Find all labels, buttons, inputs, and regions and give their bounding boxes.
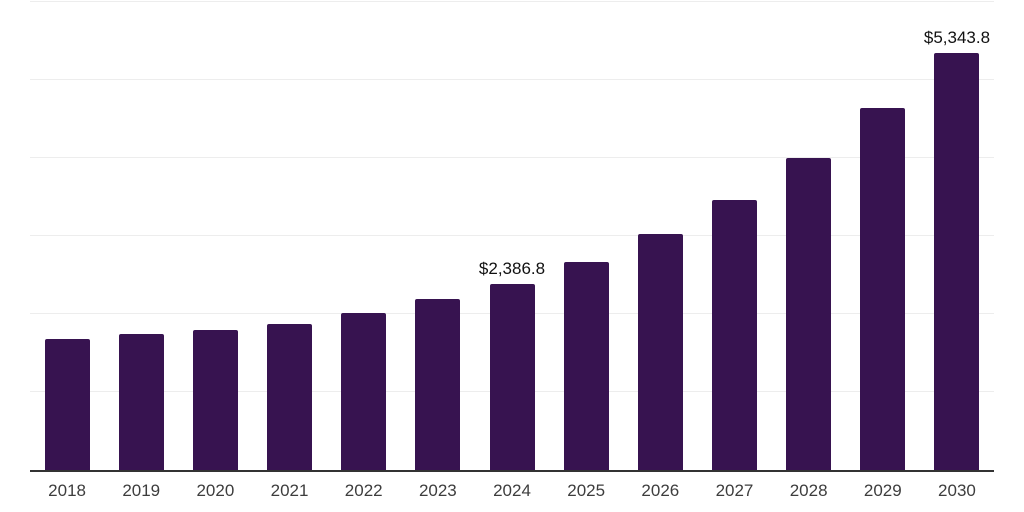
bar-2023 bbox=[415, 299, 461, 470]
bar-2022 bbox=[341, 312, 387, 470]
x-axis-label-2020: 2020 bbox=[196, 481, 235, 500]
bar-2018 bbox=[44, 338, 90, 470]
bar-2029 bbox=[860, 108, 906, 470]
x-axis-label-2030: 2030 bbox=[938, 481, 976, 500]
bar-2027 bbox=[711, 200, 757, 470]
plot-area: $2,386.8 $5,343.8 bbox=[30, 1, 994, 472]
x-axis-label-2027: 2027 bbox=[715, 481, 754, 500]
bar-slot-2020 bbox=[178, 2, 252, 470]
bar-value-label-2024: $2,386.8 bbox=[478, 258, 546, 278]
x-axis-label-2029: 2029 bbox=[863, 481, 902, 500]
x-axis-label-2023: 2023 bbox=[418, 481, 457, 500]
bar-2019 bbox=[118, 333, 164, 470]
x-axis-label-2024: 2024 bbox=[493, 481, 531, 500]
bar-slot-2026 bbox=[623, 2, 697, 470]
x-axis-label-2019: 2019 bbox=[122, 481, 161, 500]
bar-2020 bbox=[192, 330, 238, 470]
bar-2021 bbox=[267, 323, 313, 470]
bar-2024 bbox=[489, 283, 535, 470]
x-axis-line bbox=[30, 470, 994, 472]
x-axis-label-2028: 2028 bbox=[789, 481, 828, 500]
gridline bbox=[30, 157, 994, 158]
bar-2030 bbox=[934, 53, 980, 470]
bar-2028 bbox=[786, 157, 832, 470]
gridline bbox=[30, 79, 994, 80]
bar-slot-2025 bbox=[549, 2, 623, 470]
bar-slot-2028 bbox=[772, 2, 846, 470]
bar-slot-2030: $5,343.8 bbox=[920, 2, 994, 470]
bar-value-label-2030: $5,343.8 bbox=[923, 28, 991, 48]
x-axis-label-2025: 2025 bbox=[567, 481, 606, 500]
x-axis: 2018 2019 2020 2021 2022 2023 2024 2025 2026 2027… bbox=[30, 480, 994, 502]
bar-slot-2018 bbox=[30, 2, 104, 470]
bar-2026 bbox=[637, 234, 683, 470]
bar-2025 bbox=[563, 261, 609, 470]
gridline bbox=[30, 235, 994, 236]
bar-slot-2027 bbox=[697, 2, 771, 470]
bar-slot-2019 bbox=[104, 2, 178, 470]
bar-slot-2022 bbox=[327, 2, 401, 470]
bars-row: $2,386.8 $5,343.8 bbox=[30, 2, 994, 470]
x-axis-label-2026: 2026 bbox=[641, 481, 680, 500]
x-axis-label-2021: 2021 bbox=[270, 481, 309, 500]
bar-slot-2029 bbox=[846, 2, 920, 470]
x-axis-label-2022: 2022 bbox=[344, 481, 383, 500]
bar-slot-2023 bbox=[401, 2, 475, 470]
bar-slot-2024: $2,386.8 bbox=[475, 2, 549, 470]
bar-slot-2021 bbox=[252, 2, 326, 470]
gridline bbox=[30, 1, 994, 2]
x-axis-label-2018: 2018 bbox=[48, 481, 86, 500]
